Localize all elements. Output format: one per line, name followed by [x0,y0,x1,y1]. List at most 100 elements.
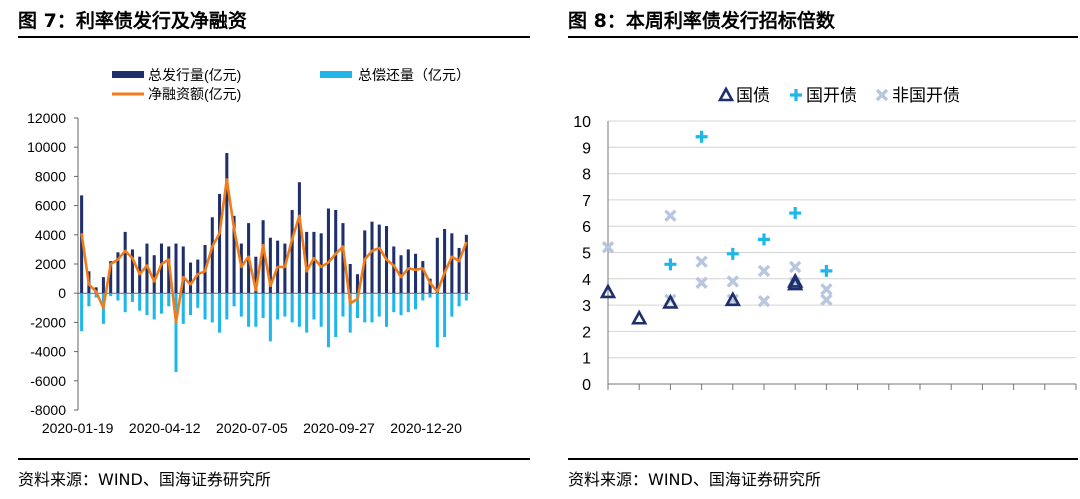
issuance-bar [188,262,193,294]
figure-7-source: 资料来源：WIND、国海证券研究所 [18,470,271,489]
repayment-bar [348,293,352,333]
non-cdb-policy-bond-marker [820,293,833,307]
repayment-bar [188,293,193,316]
issuance-bar [414,253,418,294]
repayment-bar [80,293,84,332]
issuance-bar [159,243,164,294]
issuance-bar [225,153,229,294]
repayment-bar [283,293,287,317]
repayment-bar [406,293,410,313]
gov-bond-marker [662,293,679,309]
repayment-bar [218,293,222,333]
x-tick-label: 2020-07-05 [216,420,288,436]
repayment-bar [363,293,367,323]
repayment-bar [181,293,185,324]
figure-8-chart: 0 1 2 3 4 5 6 7 8 9 10 国债 国开债 非国开债 [573,86,1077,394]
repayment-bar [152,293,156,320]
y-tick-label: 6000 [35,198,66,214]
y-tick-label: 2 [582,324,591,341]
repayment-bar [167,293,171,307]
legend-label-gov-bond: 国债 [736,86,770,105]
issuance-bar [152,255,156,294]
repayment-bar [443,293,447,337]
legend-marker [790,89,802,101]
y-tick-label: 7 [582,193,591,210]
non-cdb-policy-bond-marker [695,276,708,289]
issuance-bar [283,243,287,294]
figure-8-source: 资料来源：WIND、国海证券研究所 [568,470,821,489]
issuance-bar [355,274,360,294]
repayment-bar [174,293,178,373]
repayment-bar [123,293,127,313]
repayment-bar [145,293,149,316]
repayment-bar [435,293,439,348]
non-cdb-policy-bond-marker [726,293,740,307]
figure-7-panel: 图 7：利率债发行及净融资 -8000 -6000 -4000 -2000 0 2000 4… [18,10,530,489]
issuance-bar [341,223,345,294]
non-cdb-policy-bond-marker [757,264,771,278]
y-tick-label: 12000 [27,110,66,126]
repayment-bar [116,293,120,301]
legend-swatch-issuance [112,71,144,78]
legend-swatch-repayment [320,71,352,78]
y-tick-label: 6 [582,219,591,236]
repayment-bar [196,293,200,308]
legend-label-repayment: 总偿还量（亿元） [358,67,470,83]
repayment-bar [464,293,468,301]
issuance-bar [130,249,134,294]
repayment-bar [87,293,91,307]
legend-label-cdb-bond: 国开债 [806,86,857,105]
issuance-bar [239,243,243,294]
repayment-bar [138,293,142,311]
y-tick-label: 8 [582,167,591,184]
repayment-bar [94,293,98,298]
x-tick-label: 2020-09-27 [303,420,375,436]
y-tick-label: 9 [582,140,591,157]
gov-bond-marker [787,272,804,288]
y-tick-label: 0 [58,285,66,301]
net-financing-line [80,178,468,324]
repayment-bar [210,293,214,323]
non-cdb-policy-bond-marker [726,275,740,288]
y-tick-label: 4 [582,272,591,289]
figure-8-top-rule [568,36,1078,38]
y-tick-label: 1 [582,351,591,368]
repayment-bar [355,293,360,319]
y-tick-label: -8000 [30,402,66,418]
cdb-bond-marker [726,247,739,260]
legend-marker [717,86,735,102]
issuance-bar [421,261,425,294]
non-cdb-policy-bond-marker [695,255,708,268]
repayment-bar [334,293,338,337]
repayment-bar [276,293,280,320]
repayment-bar [290,293,294,323]
figure-8-panel: 图 8：本周利率债发行招标倍数 0 1 2 3 4 5 6 7 8 9 10 国债 国开债 非国开债 资料… [560,0,1080,499]
issuance-bar [261,220,265,294]
issuance-bar [348,264,352,294]
repayment-bar [312,293,316,320]
non-cdb-policy-bond-marker [820,283,833,296]
y-tick-label: -6000 [30,373,66,389]
y-tick-label: 2000 [35,256,66,272]
cdb-bond-marker [695,130,708,143]
repayment-bar [377,293,381,317]
legend-label-net: 净融资额(亿元) [148,86,241,102]
gov-bond-marker [599,283,617,299]
issuance-bar [268,237,272,294]
issuance-bar [232,215,236,294]
y-tick-label: 8000 [35,168,66,184]
repayment-bar [225,293,229,320]
y-tick-label: 0 [582,377,591,394]
y-tick-label: 5 [582,246,591,263]
issuance-bar [181,246,185,294]
cdb-bond-marker [820,264,833,277]
repayment-bar [268,293,272,342]
repayment-bar [297,293,301,327]
issuance-bar [290,209,294,294]
figure-7-bottom-rule [18,458,530,460]
issuance-bar [312,231,316,294]
issuance-bar [80,195,84,294]
y-tick-label: 4000 [35,227,66,243]
repayment-bar [261,293,265,319]
repayment-bar [421,293,425,301]
